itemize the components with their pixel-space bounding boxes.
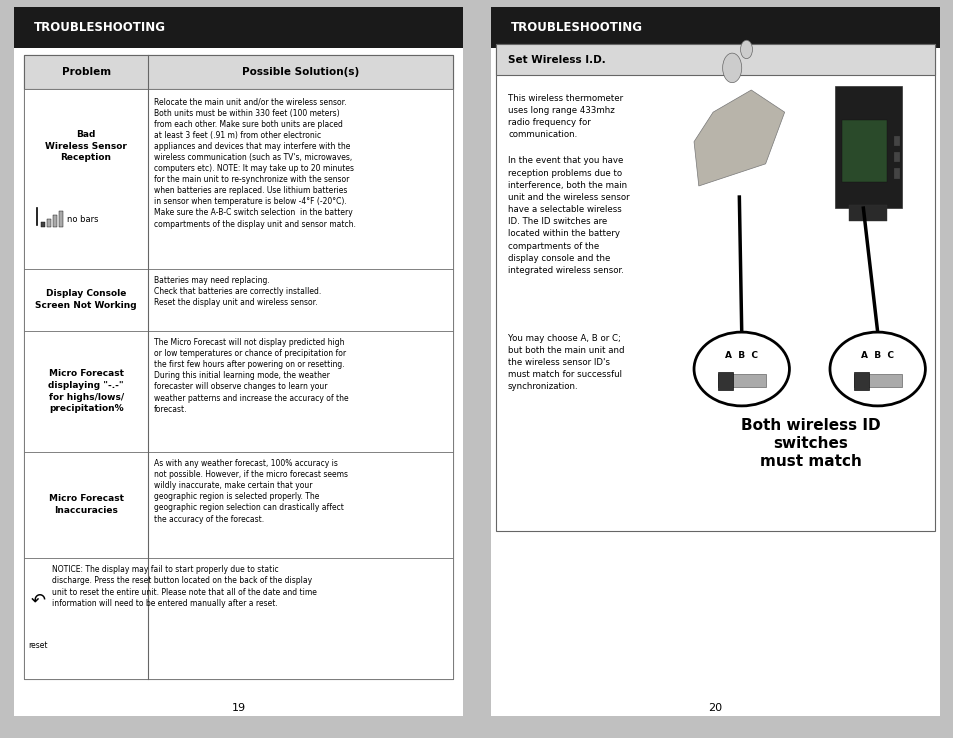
Text: 19: 19 [232, 703, 245, 714]
Bar [24, 452, 453, 558]
Bar [834, 86, 901, 208]
Text: Bad
Wireless Sensor
Reception: Bad Wireless Sensor Reception [45, 130, 127, 162]
Text: A  B  C: A B C [861, 351, 893, 360]
Ellipse shape [721, 53, 741, 83]
Text: Batteries may need replacing.
Check that batteries are correctly installed.
Rese: Batteries may need replacing. Check that… [154, 276, 321, 307]
Bar [893, 136, 900, 146]
Text: The Micro Forecast will not display predicted high
or low temperatures or chance: The Micro Forecast will not display pred… [154, 338, 349, 413]
Bar [40, 222, 45, 227]
Bar [24, 331, 453, 452]
Text: no bars: no bars [67, 215, 98, 224]
Bar [841, 120, 886, 182]
Bar [24, 55, 453, 679]
Bar [496, 44, 934, 531]
Text: 20: 20 [708, 703, 721, 714]
Text: Micro Forecast
displaying "-.-"
for highs/lows/
precipitation%: Micro Forecast displaying "-.-" for high… [49, 369, 124, 413]
Text: ↶: ↶ [30, 591, 46, 610]
Bar [491, 7, 939, 48]
Text: Micro Forecast
Inaccuracies: Micro Forecast Inaccuracies [49, 494, 124, 515]
Text: As with any weather forecast, 100% accuracy is
not possible. However, if the mic: As with any weather forecast, 100% accur… [154, 459, 348, 523]
Bar [24, 89, 453, 269]
Text: This wireless thermometer
uses long range 433mhz
radio frequency for
communicati: This wireless thermometer uses long rang… [507, 94, 622, 139]
Bar [496, 44, 934, 75]
Ellipse shape [693, 332, 789, 406]
Bar [24, 269, 453, 331]
Text: reset: reset [29, 641, 48, 649]
Text: A  B  C: A B C [724, 351, 758, 360]
Bar [24, 55, 453, 89]
Text: NOTICE: The display may fail to start properly due to static
discharge. Press th: NOTICE: The display may fail to start pr… [52, 565, 317, 607]
Bar [14, 7, 462, 48]
Text: TROUBLESHOOTING: TROUBLESHOOTING [33, 21, 165, 34]
Text: Problem: Problem [62, 67, 111, 77]
Bar [24, 558, 453, 679]
Text: Both wireless ID
switches
must match: Both wireless ID switches must match [740, 418, 880, 469]
Text: Possible Solution(s): Possible Solution(s) [242, 67, 359, 77]
Text: You may choose A, B or C;
but both the main unit and
the wireless sensor ID's
mu: You may choose A, B or C; but both the m… [507, 334, 624, 391]
Bar [853, 374, 901, 387]
Bar [717, 372, 732, 390]
Bar [717, 374, 764, 387]
Bar [53, 215, 57, 227]
Text: Relocate the main unit and/or the wireless sensor.
Both units must be within 330: Relocate the main unit and/or the wirele… [154, 97, 355, 229]
Text: Display Console
Screen Not Working: Display Console Screen Not Working [35, 289, 137, 310]
Bar [853, 372, 868, 390]
Bar [47, 218, 51, 227]
Text: In the event that you have
reception problems due to
interference, both the main: In the event that you have reception pro… [507, 156, 629, 275]
Bar [59, 211, 63, 227]
Ellipse shape [829, 332, 924, 406]
Bar [848, 205, 886, 221]
Text: Set Wireless I.D.: Set Wireless I.D. [507, 55, 605, 65]
Polygon shape [694, 90, 783, 186]
Ellipse shape [740, 40, 752, 58]
Text: TROUBLESHOOTING: TROUBLESHOOTING [510, 21, 641, 34]
Bar [893, 152, 900, 162]
Bar [893, 168, 900, 179]
